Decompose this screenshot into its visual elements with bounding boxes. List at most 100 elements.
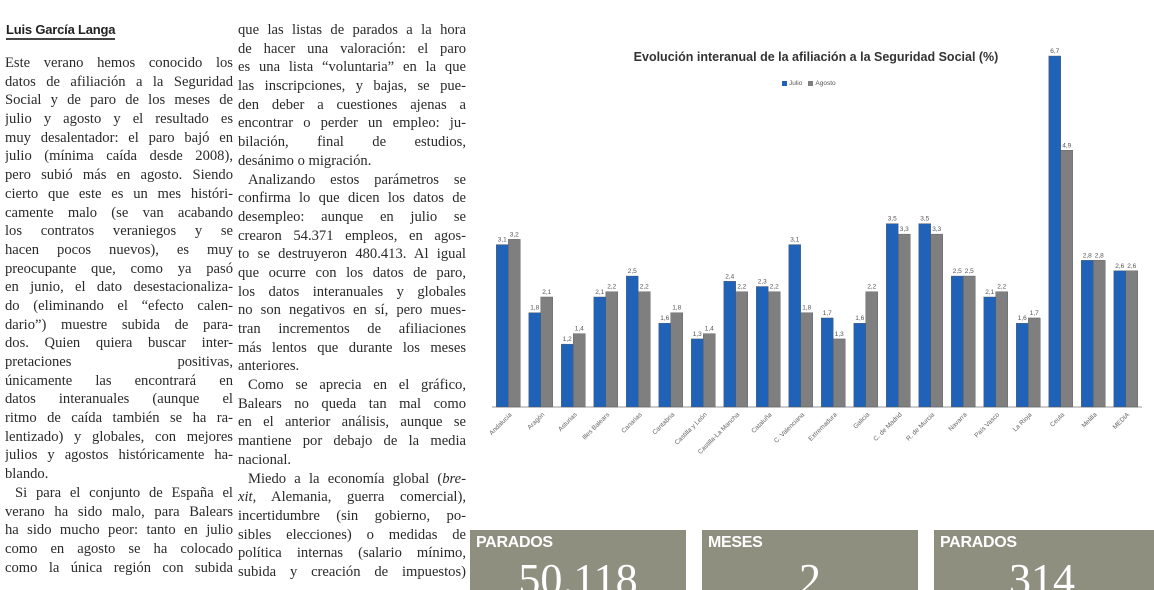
bar-julio bbox=[723, 281, 736, 408]
data-label: 1,8 bbox=[672, 305, 681, 312]
stat-label: PARADOS bbox=[476, 534, 553, 551]
text-line: como la única región con subida bbox=[5, 559, 233, 576]
data-label: 1,3 bbox=[693, 331, 702, 338]
text-line: es una lista “voluntaria” en la que bbox=[238, 59, 466, 76]
data-label: 1,4 bbox=[575, 326, 584, 333]
cropped-headline bbox=[0, 0, 1154, 6]
text-line: do (eliminando el “efecto calen- bbox=[5, 297, 233, 314]
data-label: 2,1 bbox=[542, 289, 551, 296]
article-column-1: Este verano hemos conocido los datos de a… bbox=[5, 54, 233, 577]
data-label: 2,5 bbox=[965, 268, 974, 275]
text-line: julios y agostos históricamente ha- bbox=[5, 447, 233, 464]
text-line: Este verano hemos conocido los bbox=[5, 55, 233, 71]
text-line: Miedo a la economía global (bre- bbox=[248, 470, 466, 487]
data-label: 1,3 bbox=[835, 331, 844, 338]
text-line: política internas (salario mínimo, bbox=[238, 545, 466, 562]
data-label: 3,5 bbox=[920, 216, 929, 223]
data-label: 1,7 bbox=[1030, 310, 1039, 317]
bar-julio bbox=[983, 296, 996, 408]
x-tick-label: Castilla y León bbox=[674, 411, 709, 446]
text-line: desánimo o migración. bbox=[238, 152, 372, 169]
text-line: no son negativos en sí, pero mues- bbox=[238, 302, 466, 319]
stat-box-parados: PARADOS 50.118 bbox=[470, 530, 686, 590]
text-line: pero subió más en agosto. Siendo bbox=[5, 167, 233, 184]
text-line: en junio, el dato desestacionaliza- bbox=[5, 279, 233, 296]
stat-value: 50.118 bbox=[518, 555, 638, 590]
text-line: más lentos que durante los meses bbox=[238, 339, 466, 356]
data-label: 6,7 bbox=[1050, 48, 1059, 55]
bar-agosto bbox=[963, 275, 976, 408]
data-label: 1,6 bbox=[1018, 315, 1027, 322]
text-line: tran incrementos de afiliaciones bbox=[238, 321, 466, 337]
text-line: confirma lo que dicen los datos de bbox=[238, 190, 466, 207]
text-line: julio (mínima caída desde 2008), bbox=[5, 148, 233, 165]
x-tick-label: Aragón bbox=[526, 411, 546, 431]
bar-agosto bbox=[605, 291, 618, 408]
text-line: dario”) muestre subida de para- bbox=[5, 316, 233, 333]
data-label: 1,8 bbox=[530, 305, 539, 312]
data-label: 1,4 bbox=[705, 326, 714, 333]
x-tick-label: Asturias bbox=[557, 411, 579, 433]
bar-julio bbox=[853, 322, 866, 408]
bar-julio bbox=[1113, 270, 1126, 408]
bar-julio bbox=[561, 343, 574, 408]
text-line: sibles elecciones) o medidas de bbox=[238, 526, 466, 543]
data-label: 2,2 bbox=[607, 284, 616, 291]
bar-julio bbox=[1016, 322, 1029, 408]
legend-swatch bbox=[808, 80, 814, 86]
data-label: 2,6 bbox=[1115, 263, 1124, 270]
x-tick-label: C. de Madrid bbox=[872, 411, 904, 443]
text-line: Si para el conjunto de España el bbox=[15, 484, 233, 501]
bar-julio bbox=[951, 275, 964, 408]
x-tick-label: Cantabria bbox=[651, 411, 676, 436]
data-label: 3,1 bbox=[790, 237, 799, 244]
data-label: 2,4 bbox=[725, 273, 734, 280]
stat-label: MESES bbox=[708, 534, 763, 551]
text-line: únicamente las encontrará en bbox=[5, 372, 233, 389]
bar-julio bbox=[756, 286, 769, 408]
data-label: 2,8 bbox=[1083, 252, 1092, 259]
bar-agosto bbox=[573, 333, 586, 408]
data-label: 2,2 bbox=[867, 284, 876, 291]
bar-agosto bbox=[638, 291, 651, 408]
text-line: camente malo (se van acabando bbox=[5, 204, 233, 221]
bar-agosto bbox=[540, 296, 553, 408]
data-label: 2,3 bbox=[758, 279, 767, 286]
bar-agosto bbox=[898, 233, 911, 408]
text-line: las inscripciones, y bajas, se pue- bbox=[238, 78, 466, 95]
text-line: bilación, final de estudios, bbox=[238, 134, 466, 151]
text-line: que las listas de parados a la hora bbox=[238, 22, 466, 38]
bar-julio bbox=[691, 338, 704, 408]
chart-legend: Julio Agosto bbox=[782, 80, 836, 87]
text-line: anteriores. bbox=[238, 358, 300, 375]
text-line: ritmo de caída también se ha ra- bbox=[5, 410, 233, 427]
text-line: ha sido mucho peor: tanto en julio bbox=[5, 522, 233, 539]
bar-julio bbox=[886, 223, 899, 408]
text-line: los datos interanuales y globales bbox=[238, 283, 466, 300]
text-line: xit, Alemania, guerra comercial), bbox=[238, 489, 466, 506]
data-label: 2,8 bbox=[1095, 252, 1104, 259]
x-tick-label: País Vasco bbox=[973, 411, 1001, 439]
bar-julio bbox=[1048, 55, 1061, 408]
bar-agosto bbox=[1028, 317, 1041, 408]
data-label: 2,2 bbox=[737, 284, 746, 291]
text-line: preocupante que, como ya pasó bbox=[5, 260, 233, 277]
stat-box-parados-2: PARADOS 314 bbox=[934, 530, 1154, 590]
bar-julio bbox=[593, 296, 606, 408]
text-line: crearon 54.371 empleos, en agos- bbox=[238, 227, 466, 244]
x-tick-label: MEDIA bbox=[1112, 411, 1132, 431]
bar-agosto bbox=[995, 291, 1008, 408]
x-tick-label: La Rioja bbox=[1012, 411, 1034, 433]
bar-julio bbox=[496, 244, 509, 408]
legend-item-agosto: Agosto bbox=[808, 80, 836, 87]
data-label: 1,6 bbox=[855, 315, 864, 322]
text-line: muy desalentador: el paro bajó en bbox=[5, 129, 233, 146]
affiliation-chart: Evolución interanual de la afiliación a … bbox=[478, 36, 1154, 496]
text-line: blando. bbox=[5, 466, 49, 483]
data-label: 1,8 bbox=[802, 305, 811, 312]
bar-agosto bbox=[670, 312, 683, 408]
bar-julio bbox=[626, 275, 639, 408]
text-line: datos de afiliación a la Seguridad bbox=[5, 73, 233, 90]
data-label: 2,6 bbox=[1127, 263, 1136, 270]
article-column-2: que las listas de parados a la hora de ha… bbox=[238, 21, 466, 582]
